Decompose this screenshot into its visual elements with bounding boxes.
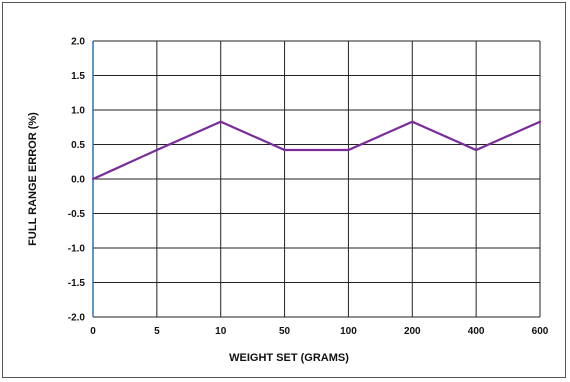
data-point	[283, 148, 286, 152]
chart-frame	[2, 2, 566, 378]
data-point	[411, 120, 414, 123]
data-point	[538, 120, 542, 123]
data-point	[155, 148, 158, 152]
y-tick-label: -1.0	[68, 244, 86, 255]
x-tick-label: 100	[340, 326, 357, 337]
x-tick-label: 200	[404, 326, 421, 337]
grid-lines	[92, 40, 541, 318]
data-point	[219, 120, 222, 123]
y-tick-label: 0.5	[71, 140, 85, 151]
y-tick-labels: 2.0 1.5 1.0 0.5 0.0 -0.5 -1.0 -1.5 -2.0	[68, 37, 86, 324]
y-tick-label: 2.0	[71, 37, 85, 48]
data-point	[347, 148, 350, 152]
y-tick-label: 1.5	[71, 71, 85, 82]
x-tick-labels: 0 5 10 50 100 200 400 600	[90, 326, 549, 337]
x-tick-label: 0	[90, 326, 96, 337]
y-tick-label: 0.0	[71, 175, 85, 186]
y-tick-label: -0.5	[68, 209, 86, 220]
data-point	[91, 177, 95, 181]
series-line	[92, 120, 541, 181]
x-axis-title: WEIGHT SET (GRAMS)	[229, 352, 349, 364]
data-point	[475, 148, 478, 152]
y-tick-label: -2.0	[68, 313, 86, 324]
x-tick-label: 400	[468, 326, 485, 337]
x-tick-label: 10	[215, 326, 227, 337]
y-axis-title: FULL RANGE ERROR (%)	[27, 112, 39, 246]
y-tick-label: 1.0	[71, 106, 85, 117]
x-tick-label: 5	[154, 326, 160, 337]
series-group	[91, 120, 542, 181]
x-tick-label: 50	[279, 326, 291, 337]
x-tick-label: 600	[532, 326, 549, 337]
y-tick-label: -1.5	[68, 278, 86, 289]
